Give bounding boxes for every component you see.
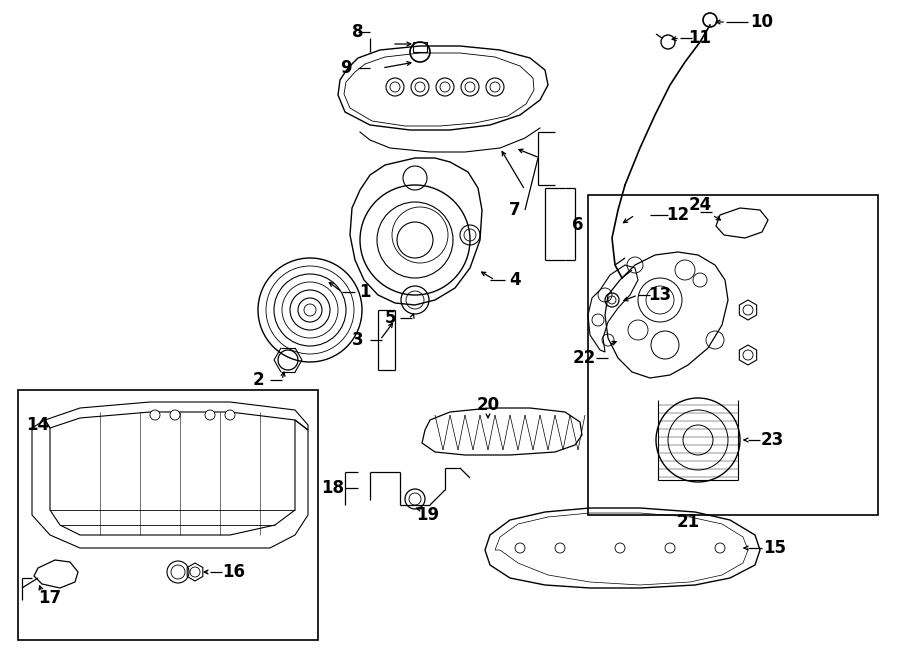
- Text: 22: 22: [572, 349, 596, 367]
- Text: 9: 9: [340, 59, 352, 77]
- Text: 3: 3: [352, 331, 364, 349]
- Text: 8: 8: [352, 23, 364, 41]
- Text: 2: 2: [252, 371, 264, 389]
- Text: 18: 18: [321, 479, 345, 497]
- Text: 10: 10: [751, 13, 773, 31]
- Text: 5: 5: [384, 309, 396, 327]
- Text: 14: 14: [26, 416, 50, 434]
- Text: 12: 12: [666, 206, 689, 224]
- Bar: [588, 195, 878, 515]
- Text: 1: 1: [359, 283, 371, 301]
- Text: 15: 15: [763, 539, 787, 557]
- Text: 17: 17: [39, 589, 61, 607]
- Circle shape: [205, 410, 215, 420]
- Text: 11: 11: [688, 29, 712, 47]
- Circle shape: [225, 410, 235, 420]
- Text: 13: 13: [648, 286, 671, 304]
- Text: 20: 20: [476, 396, 500, 414]
- Text: 7: 7: [509, 201, 521, 219]
- Text: 19: 19: [417, 506, 439, 524]
- Circle shape: [170, 410, 180, 420]
- Text: 16: 16: [222, 563, 246, 581]
- Circle shape: [150, 410, 160, 420]
- Bar: [413, 42, 427, 52]
- Bar: [18, 390, 318, 640]
- Text: 6: 6: [572, 216, 584, 234]
- Text: 4: 4: [509, 271, 521, 289]
- Text: 24: 24: [688, 196, 712, 214]
- Text: 21: 21: [677, 513, 699, 531]
- Text: 23: 23: [760, 431, 784, 449]
